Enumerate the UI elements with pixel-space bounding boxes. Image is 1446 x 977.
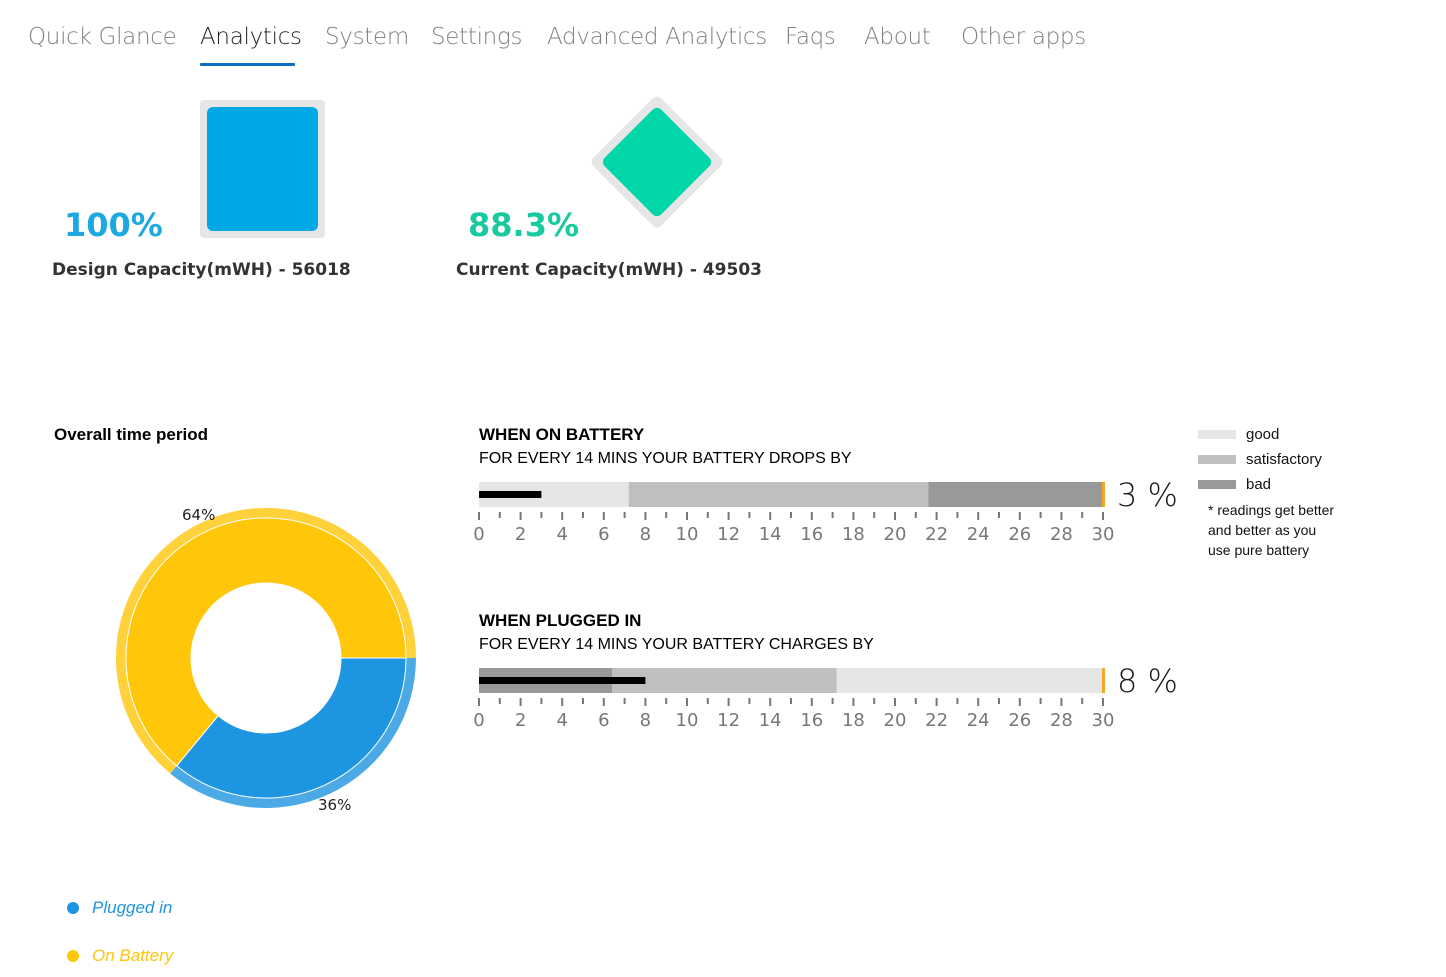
- tab-quick-glance[interactable]: Quick Glance: [28, 24, 177, 50]
- tab-bar: Quick Glance Analytics System Settings A…: [0, 24, 1446, 74]
- battery-gauge-range-bad: [928, 482, 1103, 507]
- current-capacity-fill: [602, 107, 712, 217]
- tab-system[interactable]: System: [325, 24, 409, 50]
- plugged-gauge-tick-label: 16: [800, 710, 823, 731]
- tab-advanced-analytics[interactable]: Advanced Analytics: [547, 24, 767, 50]
- design-capacity-percent: 100%: [64, 206, 163, 244]
- battery-gauge-tick-label: 22: [925, 524, 948, 545]
- tab-other-apps[interactable]: Other apps: [961, 24, 1086, 50]
- battery-gauge-tick-label: 26: [1008, 524, 1031, 545]
- battery-gauge-tick-label: 6: [598, 524, 609, 545]
- battery-gauge-tick-label: 2: [515, 524, 526, 545]
- battery-gauge-tick-label: 16: [800, 524, 823, 545]
- plugged-in-legend-label: Plugged in: [92, 898, 173, 917]
- plugged-gauge-value-bar: [479, 677, 646, 684]
- donut-label-on-battery: 64%: [182, 506, 215, 524]
- donut-title: Overall time period: [54, 425, 208, 444]
- battery-gauge-range-satisfactory: [628, 482, 929, 507]
- plugged-gauge-tick-label: 0: [473, 710, 484, 731]
- battery-gauge-tick-label: 4: [556, 524, 567, 545]
- battery-gauge-tick-label: 10: [676, 524, 699, 545]
- plugged-gauge-tick-label: 14: [759, 710, 782, 731]
- donut-label-plugged-in: 36%: [318, 796, 351, 814]
- plugged-gauge-tick-label: 12: [717, 710, 740, 731]
- battery-gauge-value-bar: [479, 491, 542, 498]
- plugged-gauge-tick-label: 22: [925, 710, 948, 731]
- plugged-gauge-title: WHEN PLUGGED IN: [479, 611, 642, 630]
- current-capacity-tile: [583, 88, 731, 236]
- tab-analytics[interactable]: Analytics: [200, 24, 302, 50]
- plugged-gauge-tick-label: 24: [967, 710, 990, 731]
- legend-good-swatch: [1198, 430, 1236, 439]
- plugged-gauge-tick-label: 18: [842, 710, 865, 731]
- design-capacity-tile: [200, 100, 325, 238]
- on-battery-legend-label: On Battery: [92, 946, 174, 965]
- battery-gauge-tick-label: 20: [884, 524, 907, 545]
- plugged-gauge-tick-label: 4: [556, 710, 567, 731]
- plugged-charge-value: 8 %: [1117, 662, 1178, 700]
- battery-gauge-tick-label: 30: [1092, 524, 1115, 545]
- battery-drop-value: 3 %: [1117, 476, 1178, 514]
- battery-gauge-tick-label: 8: [640, 524, 651, 545]
- usage-donut-chart: 64% 36%: [116, 506, 416, 814]
- plugged-in-legend-dot: [67, 902, 79, 914]
- battery-gauge-tick-label: 28: [1050, 524, 1073, 545]
- battery-gauge-tick-label: 0: [473, 524, 484, 545]
- donut-slice-plugged-in-rim: [170, 658, 416, 808]
- plugged-charge-bullet-chart: 0 2 4 6 8 10 12 14 16 18 20 22 24 26 28 30: [473, 668, 1115, 731]
- plugged-gauge-tick-label: 30: [1092, 710, 1115, 731]
- plugged-gauge-tick-label: 20: [884, 710, 907, 731]
- readings-note: * readings get better and better as you …: [1208, 502, 1335, 558]
- legend-bad-swatch: [1198, 480, 1236, 489]
- plugged-gauge-tick-label: 6: [598, 710, 609, 731]
- battery-gauge-subtitle: FOR EVERY 14 MINS YOUR BATTERY DROPS BY: [479, 450, 852, 467]
- legend-good-label: good: [1246, 426, 1280, 443]
- plugged-gauge-subtitle: FOR EVERY 14 MINS YOUR BATTERY CHARGES B…: [479, 636, 874, 653]
- battery-gauge-tick-label: 18: [842, 524, 865, 545]
- donut-slice-on-battery-rim: [116, 508, 416, 774]
- tab-settings[interactable]: Settings: [431, 24, 523, 50]
- legend-satisfactory-swatch: [1198, 455, 1236, 464]
- battery-gauge-tick-label: 14: [759, 524, 782, 545]
- on-battery-legend-dot: [67, 950, 79, 962]
- legend-satisfactory-label: satisfactory: [1246, 451, 1322, 468]
- plugged-gauge-tick-label: 10: [676, 710, 699, 731]
- active-tab-indicator: [200, 63, 295, 66]
- plugged-gauge-range-satisfactory: [612, 668, 837, 693]
- battery-gauge-target-marker: [1102, 482, 1105, 507]
- tab-about[interactable]: About: [864, 24, 931, 50]
- plugged-gauge-tick-label: 28: [1050, 710, 1073, 731]
- current-capacity-percent: 88.3%: [468, 206, 580, 244]
- battery-gauge-tick-label: 24: [967, 524, 990, 545]
- donut-slice-plugged-in: [176, 657, 407, 799]
- donut-slice-on-battery: [125, 517, 407, 767]
- plugged-gauge-tick-label: 8: [640, 710, 651, 731]
- design-capacity-fill: [207, 107, 318, 231]
- battery-gauge-title: WHEN ON BATTERY: [479, 425, 645, 444]
- design-capacity-label: Design Capacity(mWH) - 56018: [52, 260, 351, 280]
- tab-faqs[interactable]: Faqs: [785, 24, 836, 50]
- plugged-gauge-tick-label: 2: [515, 710, 526, 731]
- current-capacity-label: Current Capacity(mWH) - 49503: [456, 260, 762, 280]
- legend-bad-label: bad: [1246, 476, 1272, 493]
- plugged-gauge-range-good: [836, 668, 1103, 693]
- plugged-gauge-target-marker: [1102, 668, 1105, 693]
- battery-drop-bullet-chart: 0 2 4 6 8 10 12 14 16 18 20 22 24 26 28 30: [473, 482, 1115, 545]
- battery-gauge-tick-label: 12: [717, 524, 740, 545]
- plugged-gauge-tick-label: 26: [1008, 710, 1031, 731]
